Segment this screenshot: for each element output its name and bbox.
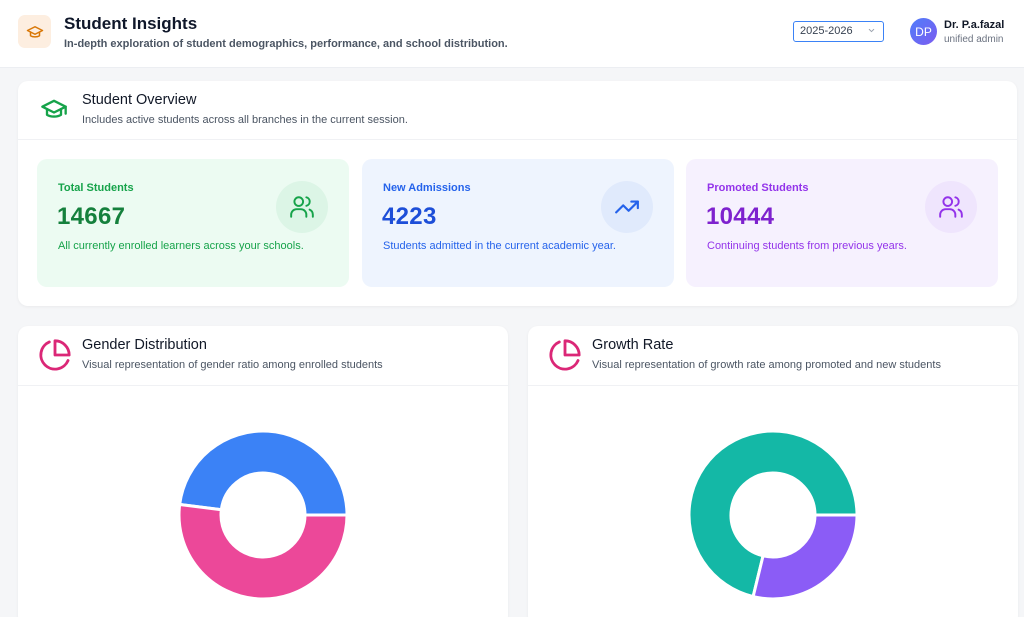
graduation-cap-icon bbox=[38, 95, 70, 128]
stat-card-new-admissions: New Admissions 4223 Students admitted in… bbox=[362, 159, 674, 287]
chart-header: Growth Rate Visual representation of gro… bbox=[528, 326, 1018, 386]
chevron-down-icon bbox=[867, 23, 876, 42]
stat-label: Total Students bbox=[58, 182, 134, 194]
avatar[interactable]: DP bbox=[910, 18, 937, 45]
stat-description: Continuing students from previous years. bbox=[707, 240, 907, 252]
donut-slice-0[interactable] bbox=[177, 429, 349, 517]
growth-donut-chart bbox=[687, 429, 859, 601]
overview-subtitle: Includes active students across all bran… bbox=[82, 114, 408, 126]
pie-chart-icon bbox=[38, 338, 72, 377]
chart-title: Gender Distribution bbox=[82, 337, 207, 353]
stat-value: 4223 bbox=[382, 203, 437, 230]
users-icon bbox=[925, 181, 977, 233]
chart-subtitle: Visual representation of gender ratio am… bbox=[82, 359, 383, 371]
page-subtitle: In-depth exploration of student demograp… bbox=[64, 38, 508, 50]
gender-distribution-card: Gender Distribution Visual representatio… bbox=[18, 326, 508, 617]
growth-rate-card: Growth Rate Visual representation of gro… bbox=[528, 326, 1018, 617]
donut-slice-1[interactable] bbox=[751, 513, 859, 601]
stat-value: 14667 bbox=[57, 203, 126, 230]
stat-description: Students admitted in the current academi… bbox=[383, 240, 616, 252]
session-select-value: 2025-2026 bbox=[800, 25, 853, 37]
stat-label: Promoted Students bbox=[707, 182, 809, 194]
overview-title: Student Overview bbox=[82, 92, 197, 108]
graduation-cap-icon bbox=[18, 15, 51, 48]
session-select[interactable]: 2025-2026 bbox=[793, 21, 884, 42]
user-role: unified admin bbox=[944, 34, 1004, 45]
chart-title: Growth Rate bbox=[592, 337, 674, 353]
pie-chart-icon bbox=[548, 338, 582, 377]
stat-card-promoted-students: Promoted Students 10444 Continuing stude… bbox=[686, 159, 998, 287]
student-overview-card: Student Overview Includes active student… bbox=[18, 81, 1017, 306]
stat-label: New Admissions bbox=[383, 182, 471, 194]
top-header: Student Insights In-depth exploration of… bbox=[0, 0, 1024, 68]
user-name: Dr. P.a.fazal bbox=[944, 19, 1005, 31]
donut-slice-0[interactable] bbox=[687, 429, 859, 599]
donut-slice-1[interactable] bbox=[177, 502, 349, 601]
chart-subtitle: Visual representation of growth rate amo… bbox=[592, 359, 941, 371]
stat-card-total-students: Total Students 14667 All currently enrol… bbox=[37, 159, 349, 287]
stat-value: 10444 bbox=[706, 203, 775, 230]
stat-description: All currently enrolled learners across y… bbox=[58, 240, 304, 252]
users-icon bbox=[276, 181, 328, 233]
page-title: Student Insights bbox=[64, 14, 198, 33]
chart-header: Gender Distribution Visual representatio… bbox=[18, 326, 508, 386]
gender-donut-chart bbox=[177, 429, 349, 601]
trending-up-icon bbox=[601, 181, 653, 233]
overview-header: Student Overview Includes active student… bbox=[18, 81, 1017, 140]
